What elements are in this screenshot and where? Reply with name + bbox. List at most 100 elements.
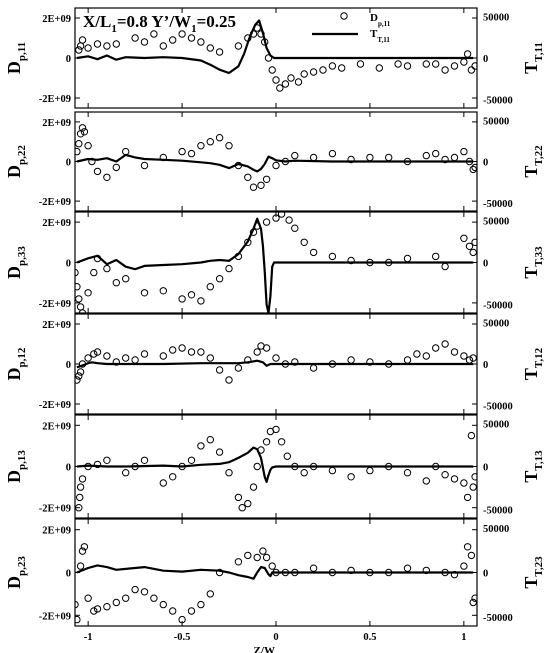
scatter-point-D — [93, 460, 102, 469]
scatter-point-D — [75, 147, 81, 156]
right-tick-label: 0 — [483, 360, 488, 371]
scatter-point-D — [169, 473, 177, 481]
scatter-point-D — [197, 38, 205, 46]
right-tick-label: -50000 — [483, 505, 513, 516]
scatter-point-D — [90, 607, 98, 615]
scatter-point-D — [469, 354, 477, 362]
scatter-point-D — [460, 147, 468, 156]
scatter-point-D — [103, 42, 111, 50]
scatter-point-D — [450, 153, 459, 162]
right-tick-label: 50000 — [483, 420, 509, 431]
scatter-point-D — [78, 124, 87, 132]
right-axis-label: TT,12 — [521, 347, 545, 380]
scatter-point-D — [328, 466, 337, 475]
scatter-point-D — [131, 34, 139, 42]
scatter-point-D — [467, 66, 476, 74]
scatter-point-D — [463, 543, 472, 551]
scatter-point-D — [257, 181, 265, 190]
scatter-point-D — [159, 600, 168, 609]
scatter-point-D — [84, 289, 92, 297]
panel-23: 2E+09 0 -2E+09 50000 0 -50000 Dp,23 TT,23 — [4, 518, 545, 627]
scatter-point-D — [309, 248, 318, 257]
series-line-T — [76, 153, 474, 173]
scatter-point-D — [112, 598, 121, 607]
scatter-point-D — [432, 60, 440, 68]
scatter-point-D — [215, 134, 224, 142]
scatter-point-D — [80, 128, 89, 136]
right-axis-label-group: TT,22 — [521, 145, 545, 178]
scatter-point-D — [328, 62, 337, 70]
scatter-point-D — [103, 352, 111, 360]
left-tick-label: 2E+09 — [42, 320, 71, 331]
right-tick-label: 0 — [483, 158, 488, 169]
legend-scatter-marker — [340, 12, 348, 20]
scatter-point-D — [225, 469, 233, 477]
scatter-point-D — [103, 456, 111, 464]
scatter-point-D — [249, 183, 258, 191]
scatter-point-D — [467, 551, 476, 560]
scatter-point-D — [112, 279, 121, 287]
scatter-point-D — [159, 287, 168, 295]
scatter-point-D — [84, 594, 92, 602]
scatter-point-D — [140, 588, 149, 596]
scatter-point-D — [75, 283, 81, 291]
right-tick-label: 0 — [483, 54, 488, 65]
x-tick-label: 0 — [273, 632, 278, 643]
scatter-point-D — [469, 483, 477, 491]
panel-22: 2E+09 0 -2E+09 50000 0 -50000 Dp,22 TT,22 — [4, 111, 545, 212]
scatter-point-D — [206, 283, 215, 291]
plot-area — [75, 425, 477, 512]
right-axis-label: TT,33 — [521, 246, 545, 279]
series-line-T — [76, 359, 474, 369]
scatter-point-D — [441, 471, 449, 479]
right-axis-label-group: TT,11 — [521, 42, 545, 74]
legend-scatter-label: Dp,11 — [370, 12, 391, 28]
plot-area — [75, 212, 477, 313]
scatter-point-D — [471, 163, 477, 172]
scatter-point-D — [272, 161, 280, 170]
scatter-point-D — [450, 570, 459, 579]
scatter-point-D — [300, 238, 308, 247]
scatter-point-D — [187, 149, 196, 158]
left-axis-label-group: Dp,23 — [4, 556, 28, 589]
left-axis-label-group: Dp,33 — [4, 246, 28, 279]
right-tick-label: 0 — [483, 569, 488, 580]
scatter-point-D — [450, 475, 459, 483]
scatter-point-D — [277, 438, 286, 446]
scatter-point-D — [375, 64, 383, 72]
scatter-point-D — [140, 38, 149, 46]
scatter-point-D — [262, 344, 271, 352]
scatter-point-D — [215, 568, 224, 577]
scatter-point-D — [75, 600, 79, 609]
scatter-point-D — [197, 348, 205, 356]
left-tick-label: 0 — [66, 259, 71, 270]
scatter-point-D — [272, 76, 280, 84]
scatter-point-D — [80, 543, 89, 551]
plot-area — [75, 340, 477, 384]
left-tick-label: 0 — [66, 360, 71, 371]
scatter-point-D — [169, 346, 177, 354]
scatter-point-D — [441, 262, 449, 271]
scatter-point-D — [422, 566, 430, 575]
series-line-T — [76, 217, 474, 313]
scatter-point-D — [262, 438, 271, 446]
scatter-point-D — [122, 469, 130, 477]
scatter-point-D — [78, 309, 87, 313]
scatter-point-D — [76, 483, 85, 491]
scatter-point-D — [187, 607, 196, 615]
scatter-point-D — [150, 594, 158, 602]
scatter-point-D — [268, 66, 276, 74]
scatter-point-D — [178, 30, 186, 38]
right-tick-label: 50000 — [483, 116, 509, 127]
scatter-point-D — [347, 356, 355, 364]
scatter-point-D — [178, 615, 186, 624]
scatter-point-D — [465, 242, 474, 251]
scatter-point-D — [441, 340, 449, 348]
scatter-point-D — [159, 42, 168, 50]
scatter-point-D — [291, 358, 299, 366]
scatter-point-D — [93, 605, 102, 613]
left-tick-label: 0 — [66, 463, 71, 474]
x-tick-label: -1 — [84, 632, 93, 643]
scatter-point-D — [291, 224, 299, 232]
scatter-point-D — [90, 350, 98, 358]
